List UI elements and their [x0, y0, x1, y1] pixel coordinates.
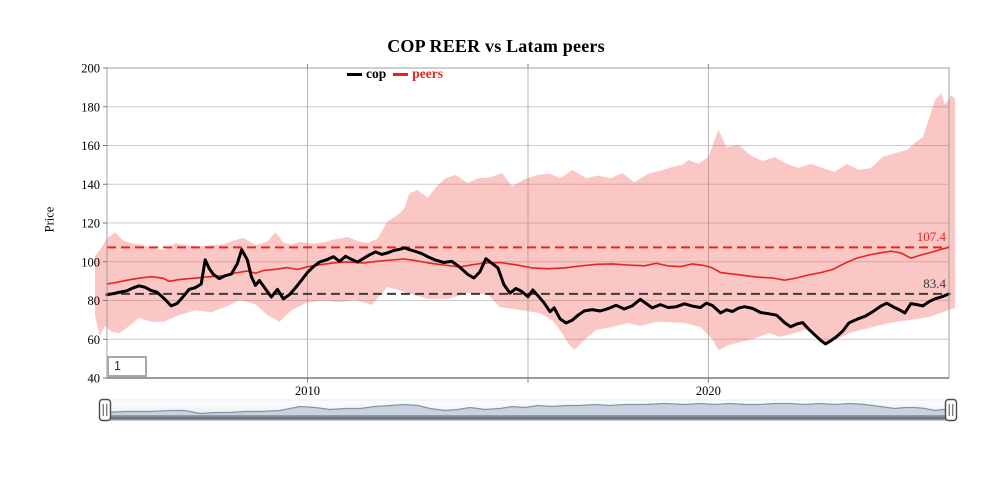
- navigator-baseline-bar: [105, 415, 951, 420]
- pane-number: 1: [114, 359, 121, 373]
- legend-item-cop: cop: [347, 66, 386, 82]
- peers-legend-label: peers: [412, 66, 443, 81]
- chart-title: COP REER vs Latam peers: [387, 36, 605, 56]
- y-tick-label: 60: [88, 333, 101, 347]
- hline-label-cop-last: 83.4: [923, 275, 946, 291]
- nav-handle-right[interactable]: [944, 398, 958, 422]
- y-axis-title: Price: [42, 206, 57, 233]
- x-tick-label: 2010: [295, 384, 320, 398]
- peers-range-band: [95, 93, 955, 351]
- cop-legend-label: cop: [366, 66, 387, 81]
- y-tick-label: 100: [81, 255, 100, 269]
- cop-line: [105, 246, 951, 346]
- y-tick-label: 180: [81, 100, 100, 114]
- nav-handle-left[interactable]: [98, 398, 112, 422]
- peers-line-swatch: [393, 72, 409, 76]
- y-tick-label: 120: [81, 217, 100, 231]
- hline-label-peers-avg: 107.4: [916, 229, 946, 245]
- navigator-history-area: [104, 402, 952, 418]
- y-tick-label: 200: [81, 62, 100, 76]
- legend: cop peers: [347, 66, 443, 82]
- legend-item-peers: peers: [393, 66, 443, 82]
- x-tick-label: 2020: [696, 384, 721, 398]
- y-tick-label: 40: [88, 372, 101, 386]
- y-tick-label: 140: [81, 178, 100, 192]
- y-tick-label: 160: [81, 139, 100, 153]
- cop-line-swatch: [347, 72, 362, 76]
- y-tick-label: 80: [88, 294, 101, 308]
- peers-line: [106, 246, 950, 285]
- pane-number-box[interactable]: 1: [107, 356, 147, 377]
